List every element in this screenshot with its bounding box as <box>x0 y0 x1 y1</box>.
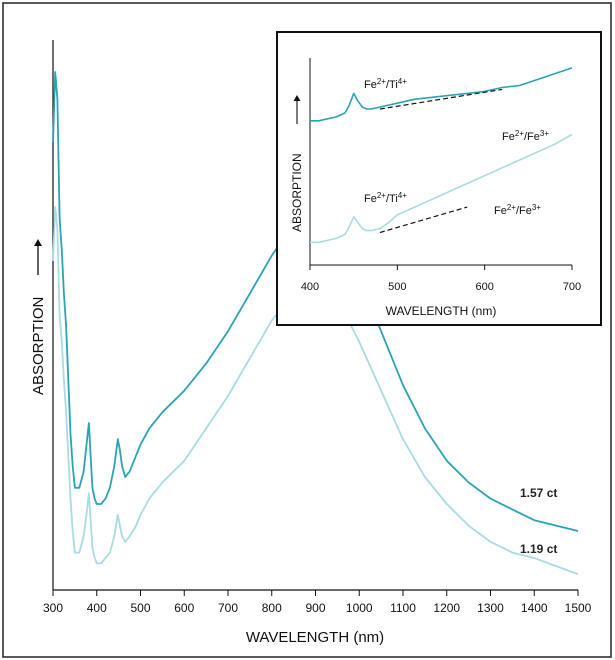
main-series-group <box>52 71 579 576</box>
main-chart: 300 400 500 600 700 800 900 1000 1100 1200 1300 140… <box>30 40 592 646</box>
series-label-1-57ct: 1.57 ct <box>520 486 557 500</box>
inset-series-group <box>310 67 573 244</box>
main-x-tick-label-400: 400 <box>87 601 107 615</box>
inset-y-axis-arrow-head <box>293 95 301 101</box>
inset-x-tick-label-400: 400 <box>301 281 319 293</box>
main-x-axis-label: WAVELENGTH (nm) <box>246 629 384 646</box>
inset-y-axis-label-text: ABSORPTION <box>290 153 304 232</box>
main-x-tick-label-700: 700 <box>218 601 238 615</box>
inset-annotation-upper-left: Fe2+/Ti4+ <box>364 77 407 91</box>
main-x-tick-label-900: 900 <box>305 601 325 615</box>
main-y-axis-label-text: ABSORPTION <box>30 297 47 395</box>
inset-x-tick-label-600: 600 <box>475 281 493 293</box>
main-x-tick-label-1000: 1000 <box>346 601 373 615</box>
main-y-axis-arrow-head <box>34 239 42 246</box>
main-series-line-2 <box>52 206 579 576</box>
inset-series-line-lower <box>310 133 573 244</box>
main-x-tick-label-300: 300 <box>43 601 63 615</box>
inset-x-tick-label-700: 700 <box>563 281 581 293</box>
inset-dashed-baseline-2 <box>379 206 468 234</box>
main-x-tick-label-1400: 1400 <box>521 601 548 615</box>
inset-chart: 400 500 600 700 WAVELENGTH (nm) ABSORPTION … <box>276 31 602 326</box>
inset-annotation-lower-right: Fe2+/Fe3+ <box>494 203 541 217</box>
main-x-ticks: 300 400 500 600 700 800 900 1000 1100 1200 1300 140… <box>43 590 592 615</box>
main-x-tick-label-1300: 1300 <box>477 601 504 615</box>
main-x-tick-label-800: 800 <box>262 601 282 615</box>
inset-x-axis-label: WAVELENGTH (nm) <box>386 304 497 318</box>
inset-annotation-upper-right: Fe2+/Fe3+ <box>502 129 549 143</box>
series-label-1-19ct: 1.19 ct <box>520 542 557 556</box>
inset-x-tick-label-500: 500 <box>388 281 406 293</box>
inset-annotation-lower-left: Fe2+/Ti4+ <box>364 191 407 205</box>
main-x-tick-label-500: 500 <box>130 601 150 615</box>
main-series-line-1 <box>52 71 579 532</box>
inset-x-ticks: 400 500 600 700 <box>301 265 581 293</box>
inset-dashed-baselines <box>379 88 503 234</box>
inset-y-axis-label: ABSORPTION <box>290 95 304 232</box>
main-x-tick-label-1100: 1100 <box>390 601 416 615</box>
main-x-tick-label-1200: 1200 <box>433 601 460 615</box>
main-x-tick-label-600: 600 <box>174 601 194 615</box>
main-y-axis-label: ABSORPTION <box>30 239 47 395</box>
main-x-tick-label-1500: 1500 <box>565 601 592 615</box>
inset-dashed-baseline-1 <box>379 88 503 110</box>
inset-series-line-upper <box>310 67 573 122</box>
inset-frame <box>276 31 602 326</box>
